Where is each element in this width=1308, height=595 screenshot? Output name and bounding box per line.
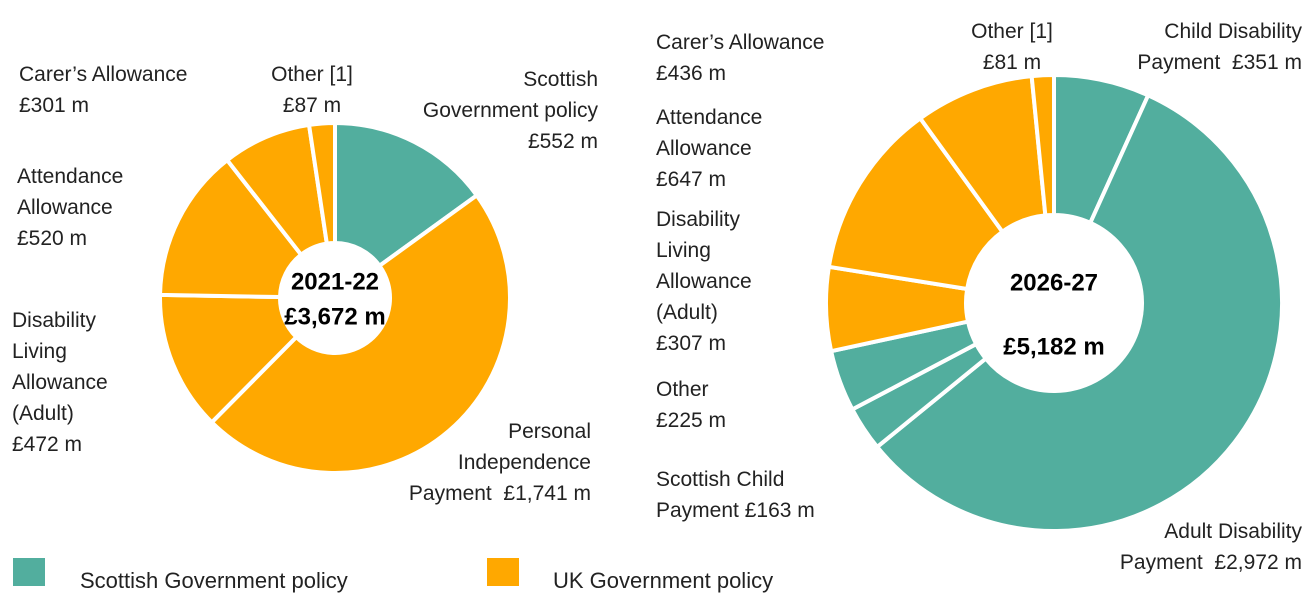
donut-chart-2026-27: Child Disability Payment £351 m Adult Disa… [656, 20, 1302, 574]
slice-adult-disability-payment [875, 93, 1285, 533]
slice-attendance-allowance [158, 158, 304, 300]
center-total-label: £5,182 m [1003, 333, 1104, 360]
slice-label-carer-s-allowance: Carer’s Allowance £301 m [19, 63, 187, 117]
slice-label-other-1: Other [1] £87 m [271, 63, 353, 117]
slice-label-scottish-child-payment: Scottish Child Payment £163 m [656, 468, 815, 522]
slice-label-carer-s-allowance: Carer’s Allowance £436 m [656, 31, 824, 85]
slice-other-1 [307, 121, 337, 246]
slice-label-disability-living-allowance-adult: Disability Living Allowance (Adult) £307 m [656, 208, 752, 355]
slice-disability-living-allowance-adult [158, 292, 299, 425]
slice-label-attendance-allowance: Attendance Allowance £647 m [656, 106, 762, 191]
donut-chart-2021-22: Scottish Government policy £552 m Personal I… [12, 63, 598, 505]
slice-label-adult-disability-payment: Adult Disability Payment £2,972 m [1120, 520, 1303, 574]
slice-label-child-disability-payment: Child Disability Payment £351 m [1137, 20, 1302, 74]
slice-scottish-government-policy [333, 121, 479, 268]
legend-swatch-scottish-government-policy [13, 558, 45, 586]
legend-label-scottish-government-policy: Scottish Government policy [80, 568, 348, 593]
slice-label-personal-independence-payment: Personal Independence Payment £1,741 m [409, 420, 591, 505]
legend: Scottish Government policy UK Government … [13, 558, 773, 593]
center-total-label: £3,672 m [284, 303, 385, 330]
slice-other-1 [1029, 73, 1056, 218]
center-year-label: 2021-22 [291, 268, 379, 295]
legend-swatch-uk-government-policy [487, 558, 519, 586]
slice-label-disability-living-allowance-adult: Disability Living Allowance (Adult) £472 m [12, 309, 108, 456]
slice-label-other-1: Other [1] £81 m [971, 20, 1053, 74]
slice-label-scottish-government-policy: Scottish Government policy £552 m [423, 68, 599, 153]
slice-attendance-allowance [826, 116, 1005, 292]
legend-label-uk-government-policy: UK Government policy [553, 568, 773, 593]
center-year-label: 2026-27 [1010, 269, 1098, 296]
slice-label-attendance-allowance: Attendance Allowance £520 m [17, 165, 123, 250]
slice-label-other: Other £225 m [656, 378, 726, 432]
slice-personal-independence-payment [209, 193, 512, 475]
